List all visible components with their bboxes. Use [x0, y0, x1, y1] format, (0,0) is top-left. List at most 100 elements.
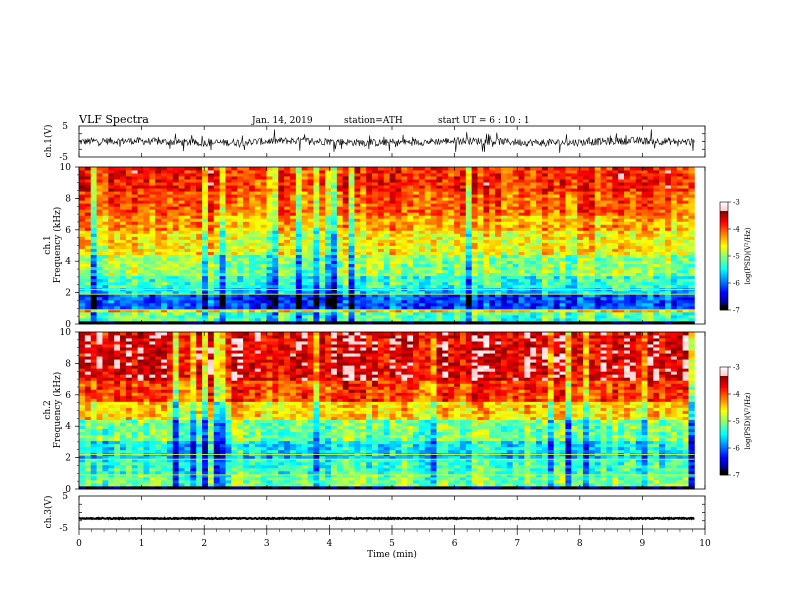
ch1-spectrogram-cell-355 — [313, 311, 320, 316]
ch1-spectrogram-cell-853 — [155, 296, 162, 301]
ch1-spectrogram-cell-90 — [606, 320, 613, 325]
ch1-spectrogram-cell-2569 — [366, 248, 373, 252]
ch1-spectrogram-cell-4819 — [629, 185, 637, 189]
ch1-spectrogram-cell-1279 — [190, 284, 197, 289]
ch1-spectrogram-cell-3945 — [430, 209, 437, 213]
ch1-spectrogram-cell-912 — [500, 296, 508, 301]
ch1-spectrogram-cell-2548 — [243, 248, 250, 252]
ch1-spectrogram-cell-125 — [196, 317, 203, 322]
ch1-spectrogram-cell-895 — [401, 296, 408, 301]
ch1-spectrogram-cell-743 — [125, 299, 133, 304]
ch1-spectrogram-cell-1664 — [600, 275, 607, 280]
ch1-spectrogram-cell-1143 — [624, 290, 631, 295]
ch1-spectrogram-cell-2083 — [594, 263, 601, 268]
ch1-spectrogram-cell-3022 — [559, 236, 566, 240]
ch1-spectrogram-cell-4775 — [372, 185, 379, 189]
ch1-spectrogram-cell-3644 — [512, 218, 519, 222]
ch1-spectrogram-cell-486 — [465, 308, 473, 313]
ch1-spectrogram-cell-2170 — [489, 260, 496, 265]
ch1-spectrogram-cell-2855 — [196, 239, 203, 243]
ch1-spectrogram-cell-3546 — [553, 221, 560, 225]
ch1-spectrogram-cell-1440 — [518, 281, 525, 286]
ch1-spectrogram-cell-449 — [248, 308, 256, 313]
ch1-spectrogram-cell-3965 — [547, 209, 555, 213]
ch1-spectrogram-cell-3664 — [629, 218, 637, 222]
ch1-spectrogram-cell-3319 — [454, 227, 461, 231]
ch1-spectrogram-cell-4789 — [454, 185, 461, 189]
ch1-spectrogram-cell-213 — [96, 314, 103, 319]
ch1-spectrogram-cell-2822 — [618, 242, 625, 246]
ch1-spectrogram-cell-2253 — [360, 257, 367, 261]
ch1-spectrogram-cell-3256 — [84, 227, 92, 231]
ch1-spectrogram-cell-137 — [266, 317, 273, 322]
ch1-spectrogram-cell-2154 — [395, 260, 402, 265]
ch1-spectrogram-cell-469 — [366, 308, 373, 313]
ch1-spectrogram-cell-4413 — [96, 194, 103, 198]
ch1-spectrogram-cell-2884 — [366, 239, 373, 243]
ch1-spectrogram-cell-509 — [600, 308, 607, 313]
ch1-spectrogram-cell-1892 — [90, 266, 97, 271]
ch1-spectrogram-cell-1589 — [161, 275, 168, 280]
ch1-spectrogram-cell-2662 — [295, 245, 303, 249]
ch1-spectrogram-cell-3153 — [96, 230, 103, 234]
ch1-spectrogram-cell-1459 — [629, 281, 637, 286]
ch1-spectrogram-cell-4928 — [653, 182, 660, 186]
ch1-spectrogram-cell-1409 — [336, 281, 344, 286]
ch1-spectrogram-cell-1439 — [512, 281, 519, 286]
ch1-spectrogram-cell-4810 — [577, 185, 584, 189]
ch1-spectrogram-cell-241 — [260, 314, 267, 319]
ch1-spectrogram-cell-3903 — [184, 209, 191, 213]
ch1-spectrogram-cell-1871 — [583, 269, 590, 274]
ch1-spectrogram-cell-766 — [260, 299, 267, 304]
ch1-spectrogram-cell-4193 — [653, 203, 660, 207]
ch1-spectrogram-cell-4314 — [131, 197, 138, 201]
ch1-spectrogram-cell-2114 — [161, 260, 168, 265]
ch1-spectrogram-cell-3990 — [79, 206, 86, 210]
ch1-spectrogram-cell-3211 — [436, 230, 443, 234]
ch1-spectrogram-cell-4911 — [553, 182, 560, 186]
ch1-spectrogram-cell-2557 — [295, 248, 303, 252]
ch1-spectrogram-cell-4070 — [547, 206, 555, 210]
ch1-spectrogram-cell-650 — [196, 302, 203, 307]
ch1-spectrogram-cell-686 — [407, 302, 414, 307]
ch1-spectrogram-cell-2844 — [131, 239, 138, 243]
ch1-spectrogram-cell-267 — [413, 314, 420, 319]
ch1-spectrogram-cell-2531 — [143, 248, 150, 252]
ch1-spectrogram-cell-2546 — [231, 248, 238, 252]
ch1-spectrogram-cell-3286 — [260, 227, 267, 231]
ch1-spectrogram-cell-2723 — [653, 245, 660, 249]
ch1-spectrogram-cell-2110 — [137, 260, 144, 265]
ch1-spectrogram-cell-4971 — [289, 179, 297, 183]
ch1-spectrogram-cell-4113 — [184, 203, 191, 207]
ch1-spectrogram-cell-1043 — [653, 293, 660, 298]
ch1-spectrogram-cell-2916 — [553, 239, 560, 243]
ch1-spectrogram-cell-1128 — [536, 290, 543, 295]
ch1-spectrogram-cell-3155 — [108, 230, 115, 234]
ch1-spectrogram-cell-1024 — [541, 293, 549, 298]
ch1-spectrogram-cell-2165 — [459, 260, 467, 265]
ch1-spectrogram-cell-731 — [670, 302, 678, 307]
ch1-spectrogram-cell-4935 — [79, 179, 86, 183]
ch1-spectrogram-cell-968 — [213, 293, 221, 298]
ch1-spectrogram-cell-356 — [319, 311, 326, 316]
ch1-spectrogram-cell-1706 — [231, 272, 238, 277]
ch1-spectrogram-cell-4185 — [606, 203, 613, 207]
ch1-spectrogram-cell-1325 — [459, 284, 467, 289]
ch1-spectrogram-cell-114 — [131, 317, 138, 322]
ch1-spectrogram-cell-2280 — [518, 257, 525, 261]
ch1-spectrogram-cell-4763 — [301, 185, 308, 189]
ch1-spectrogram-cell-3110 — [459, 233, 467, 237]
ch1-spectrogram-cell-2182 — [559, 260, 566, 265]
ch1-spectrogram-cell-1396 — [260, 281, 267, 286]
ch1-spectrogram-cell-4489 — [541, 194, 549, 198]
ch1-spectrogram-cell-836 — [670, 299, 678, 304]
ch1-spectrogram-cell-698 — [477, 302, 484, 307]
ch1-spectrogram-cell-3180 — [254, 230, 262, 234]
ch1-spectrogram-cell-2973 — [272, 236, 279, 240]
ch1-spectrogram-cell-3650 — [547, 218, 555, 222]
ch1-spectrogram-cell-1634 — [424, 275, 432, 280]
ch1-spectrogram-cell-677 — [354, 302, 361, 307]
ch1-spectrogram-cell-3402 — [325, 224, 332, 228]
ch1-spectrogram-cell-1089 — [307, 290, 314, 295]
ch1-spectrogram-cell-3983 — [653, 209, 660, 213]
